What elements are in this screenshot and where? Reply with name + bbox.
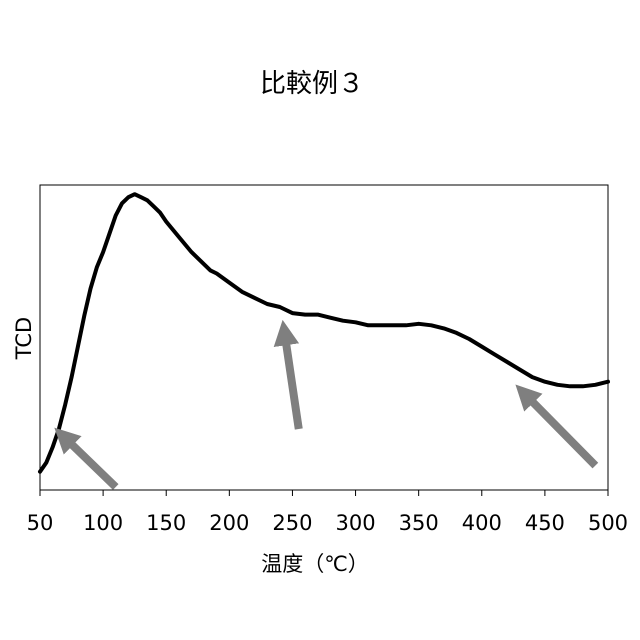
x-tick-label-200: 200 [209,511,249,535]
y-axis-label: TCD [12,317,36,360]
series-line [40,194,608,472]
plot-area-frame [40,185,608,490]
x-axis-ticks [40,490,608,496]
annotation-arrow-3 [532,402,595,466]
x-axis-label: 温度（℃） [261,552,369,576]
annotation-arrow-2 [286,344,299,429]
x-tick-label-300: 300 [336,511,376,535]
x-tick-label-250: 250 [272,511,312,535]
x-tick-label-500: 500 [588,511,628,535]
annotation-arrows [72,344,596,487]
x-axis-tick-labels: 50 100 150 200 250 300 350 400 450 500 [27,511,628,535]
x-tick-label-400: 400 [462,511,502,535]
chart-title: 比較例３ [260,69,364,99]
x-tick-label-150: 150 [146,511,186,535]
x-tick-label-50: 50 [27,511,54,535]
annotation-arrow-1 [72,444,116,487]
x-tick-label-100: 100 [83,511,123,535]
x-tick-label-450: 450 [525,511,565,535]
x-tick-label-350: 350 [399,511,439,535]
